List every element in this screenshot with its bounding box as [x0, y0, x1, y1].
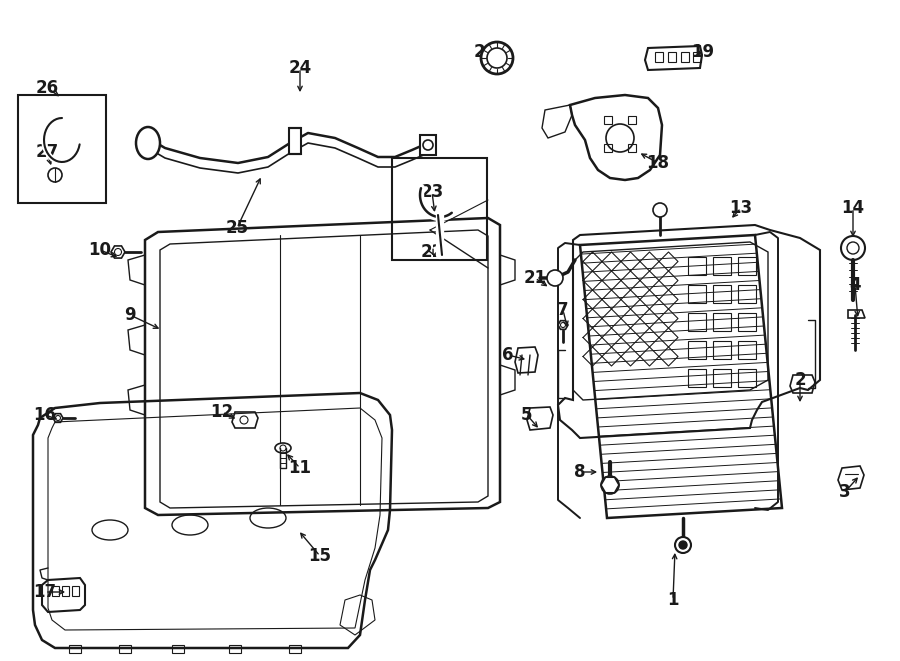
Bar	[119, 645, 131, 653]
Text: 10: 10	[88, 241, 112, 259]
Circle shape	[841, 236, 865, 260]
Bar	[392, 158, 487, 260]
Circle shape	[675, 537, 691, 553]
Text: 22: 22	[420, 243, 444, 261]
Bar	[229, 645, 241, 653]
Circle shape	[240, 416, 248, 424]
Bar	[604, 116, 612, 124]
Circle shape	[653, 203, 667, 217]
Bar	[655, 52, 663, 62]
Bar	[738, 257, 756, 275]
Bar	[738, 313, 756, 331]
Text: 27: 27	[35, 143, 58, 161]
Text: 5: 5	[521, 406, 533, 424]
Bar	[688, 285, 706, 303]
Polygon shape	[601, 477, 619, 493]
Bar	[628, 116, 636, 124]
Bar	[72, 586, 79, 596]
Circle shape	[481, 42, 513, 74]
Bar	[738, 369, 756, 387]
Circle shape	[601, 476, 619, 494]
Text: 3: 3	[839, 483, 850, 501]
Circle shape	[547, 270, 563, 286]
Text: 15: 15	[309, 547, 331, 565]
Bar	[713, 257, 731, 275]
Bar	[62, 586, 69, 596]
Circle shape	[48, 168, 62, 182]
Bar	[18, 95, 106, 203]
Bar	[420, 135, 436, 155]
Bar	[713, 369, 731, 387]
Text: 9: 9	[124, 306, 136, 324]
Text: 25: 25	[225, 219, 248, 237]
Bar	[688, 341, 706, 359]
Text: 12: 12	[211, 403, 234, 421]
Text: 2: 2	[794, 371, 806, 389]
Bar	[688, 313, 706, 331]
Text: 7: 7	[557, 301, 569, 319]
Text: 1: 1	[667, 591, 679, 609]
Bar	[289, 128, 301, 154]
Bar	[713, 285, 731, 303]
Text: 24: 24	[288, 59, 311, 77]
Bar	[668, 52, 676, 62]
Text: 21: 21	[524, 269, 546, 287]
Bar	[738, 285, 756, 303]
Circle shape	[606, 124, 634, 152]
Text: 20: 20	[473, 43, 497, 61]
Text: 17: 17	[33, 583, 57, 601]
Bar	[289, 645, 301, 653]
Ellipse shape	[275, 443, 291, 453]
Bar	[688, 257, 706, 275]
Text: 23: 23	[420, 183, 444, 201]
Text: 8: 8	[574, 463, 586, 481]
Bar	[604, 144, 612, 152]
Circle shape	[423, 140, 433, 150]
Circle shape	[280, 445, 286, 451]
Bar	[738, 341, 756, 359]
Text: 6: 6	[502, 346, 514, 364]
Text: 18: 18	[646, 154, 670, 172]
Text: 4: 4	[850, 276, 860, 294]
Bar	[693, 52, 701, 62]
Circle shape	[679, 541, 687, 549]
Bar	[52, 586, 59, 596]
Ellipse shape	[136, 127, 160, 159]
Bar	[681, 52, 689, 62]
Text: 19: 19	[691, 43, 715, 61]
Text: 13: 13	[729, 199, 752, 217]
Bar	[713, 341, 731, 359]
Circle shape	[487, 48, 507, 68]
Text: 11: 11	[289, 459, 311, 477]
Circle shape	[847, 242, 859, 254]
Bar	[713, 313, 731, 331]
Text: 16: 16	[33, 406, 57, 424]
Bar	[688, 369, 706, 387]
Bar	[172, 645, 184, 653]
Bar	[69, 645, 81, 653]
Text: 14: 14	[842, 199, 865, 217]
Bar	[628, 144, 636, 152]
Text: 26: 26	[35, 79, 58, 97]
